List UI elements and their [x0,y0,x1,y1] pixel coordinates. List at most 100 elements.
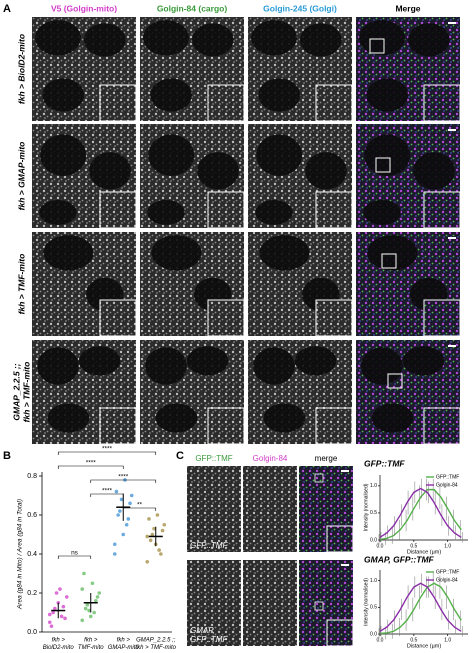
data-point [47,620,52,625]
nucleus [147,199,185,225]
nucleus [148,134,195,176]
data-point [80,618,85,623]
significance-label: **** [118,474,129,481]
data-point [80,587,85,591]
x-tick-label: TMF-mito [78,645,104,651]
roi-box [375,157,391,173]
column-header: Merge [395,3,420,13]
nucleus [89,152,131,190]
x-tick-label: 0.5 [410,543,417,549]
y-tick-label: 1.0 [370,578,377,584]
inset [99,191,137,229]
data-point [87,608,91,613]
nucleus [255,199,293,225]
inset [99,299,137,337]
row-label: GMAP_2.2.5 ;; [11,363,21,420]
data-point [97,591,102,595]
inset [315,299,353,337]
significance-label: **** [102,488,113,495]
x-tick-label: BiolD2-mito [43,645,75,651]
data-point [59,614,64,619]
micrograph [187,466,241,552]
row-label: fkh > GMAP-mito [16,142,26,211]
data-point [58,587,62,591]
data-point [94,599,98,603]
significance-bracket [90,479,157,483]
data-point [145,560,150,564]
y-tick-label: 0.4 [27,551,37,558]
y-axis-label: Area (g84 in Mito) / Area (g84 in Total) [17,499,24,610]
legend-label: GFP::TMF [436,569,459,575]
data-point [145,534,150,539]
image-label: GFP::TMF [190,541,228,550]
inset [99,407,137,445]
significance-bracket [57,451,157,455]
nucleus [367,235,418,271]
nucleus [40,134,87,176]
significance-bracket [57,555,92,559]
significance-label: ns [71,550,79,557]
data-point [51,610,55,615]
x-tick-label: 1.0 [444,543,451,549]
roi-box [369,38,385,54]
y-tick-label: 0.0 [27,629,37,636]
x-tick-label: 1.0 [444,637,451,643]
x-tick-label: fkh > [117,638,131,644]
y-tick-label: 0.0 [370,537,377,543]
legend-label: GFP::TMF [436,474,459,480]
nucleus [84,23,126,57]
micrograph [243,466,297,552]
nucleus [143,20,189,56]
data-point [128,501,132,506]
significance-bracket [90,493,124,497]
nucleus [300,23,342,57]
micrograph [187,560,241,646]
data-point [112,552,117,556]
nucleus [258,78,301,112]
y-tick-label: 0.6 [27,512,37,519]
nucleus [364,134,411,176]
series-line [379,582,462,632]
data-point [90,581,95,586]
data-point [82,571,86,576]
data-point [121,532,126,537]
nucleus [35,20,81,56]
data-point [159,552,163,556]
nucleus [361,347,403,385]
nucleus [78,346,121,376]
data-point [95,595,100,599]
row-label: fkh > BiolD2-mito [16,34,26,104]
inset [207,299,245,337]
column-header: Golgin-84 (cargo) [157,3,228,13]
row-label: fkh > TMF-mito [16,254,26,315]
data-point [83,606,88,611]
nucleus [155,403,198,433]
legend-label: Golgin-84 [436,577,458,583]
nucleus [251,20,297,56]
y-tick-label: 0.5 [370,510,377,516]
data-point [148,538,153,543]
inset [423,407,461,445]
nucleus [192,23,234,57]
nucleus [305,152,347,190]
x-tick-label: GMAP-mito [108,645,140,651]
inset [207,191,245,229]
series-line [379,488,462,541]
nucleus [186,346,229,376]
panel-label: A [3,3,11,15]
significance-label: **** [102,446,113,453]
data-point [160,528,165,533]
roi-box [314,601,324,611]
panel-label: B [3,450,11,462]
data-point [116,513,120,517]
nucleus [42,78,84,112]
column-header: V5 (Golgin-mito) [51,3,117,13]
data-point [152,526,156,531]
nucleus [402,346,445,376]
x-axis-label: Distance (µm) [407,643,442,649]
significance-label: **** [86,460,97,467]
nucleus [366,78,409,112]
data-point [49,624,54,628]
